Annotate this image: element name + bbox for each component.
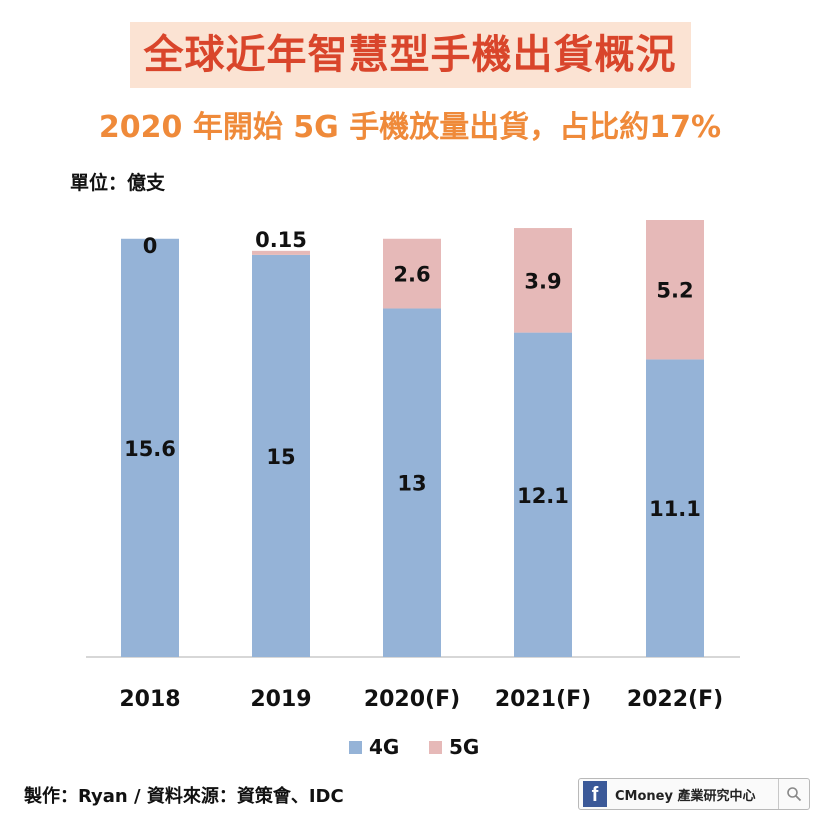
search-icon[interactable] (778, 779, 809, 809)
unit-label: 單位：億支 (70, 172, 166, 194)
data-label-4g: 12.1 (517, 484, 569, 508)
bar-4g (383, 308, 441, 657)
x-tick-label: 2018 (119, 687, 180, 712)
bar-5g (646, 220, 704, 360)
chart-subtitle: 2020 年開始 5G 手機放量出貨，占比約17% (98, 110, 722, 145)
brand-text: CMoney 產業研究中心 (615, 788, 756, 804)
legend-label-5g: 5G (449, 735, 479, 759)
data-label-4g: 11.1 (649, 497, 701, 521)
source-credit: 製作：Ryan / 資料來源：資策會、IDC (24, 786, 344, 807)
data-label-4g: 15.6 (124, 437, 176, 461)
facebook-icon: f (583, 781, 607, 807)
title-wrap: 全球近年智慧型手機出貨概況 (0, 22, 820, 88)
legend-swatch-4g (349, 741, 362, 754)
chart-title: 全球近年智慧型手機出貨概況 (129, 22, 691, 88)
data-label-4g: 13 (397, 472, 426, 496)
x-tick-label: 2020(F) (364, 687, 460, 712)
data-label-5g: 5.2 (656, 279, 693, 303)
bar-5g (252, 250, 310, 255)
x-tick-label: 2022(F) (627, 687, 723, 712)
x-tick-label: 2021(F) (495, 687, 591, 712)
legend-label-4g: 4G (369, 735, 399, 759)
data-label-5g: 3.9 (524, 269, 561, 293)
x-tick-label: 2019 (250, 687, 311, 712)
legend-swatch-5g (429, 741, 442, 754)
data-label-4g: 15 (266, 445, 295, 469)
stacked-bar-chart: 15.6 0 2018 15 0.15 2019 13 2.6 2020(F) 12.1 3.9 20… (86, 220, 740, 759)
data-label-5g: 0 (143, 234, 158, 258)
bar-4g (514, 332, 572, 657)
bar-5g (383, 238, 441, 309)
bar-5g (514, 228, 572, 333)
data-label-5g: 2.6 (393, 263, 430, 287)
brand-badge[interactable]: f CMoney 產業研究中心 (578, 778, 810, 810)
bar-4g (646, 359, 704, 657)
bar-4g (121, 238, 179, 657)
bar-4g (252, 254, 310, 657)
data-label-5g: 0.15 (255, 228, 307, 252)
